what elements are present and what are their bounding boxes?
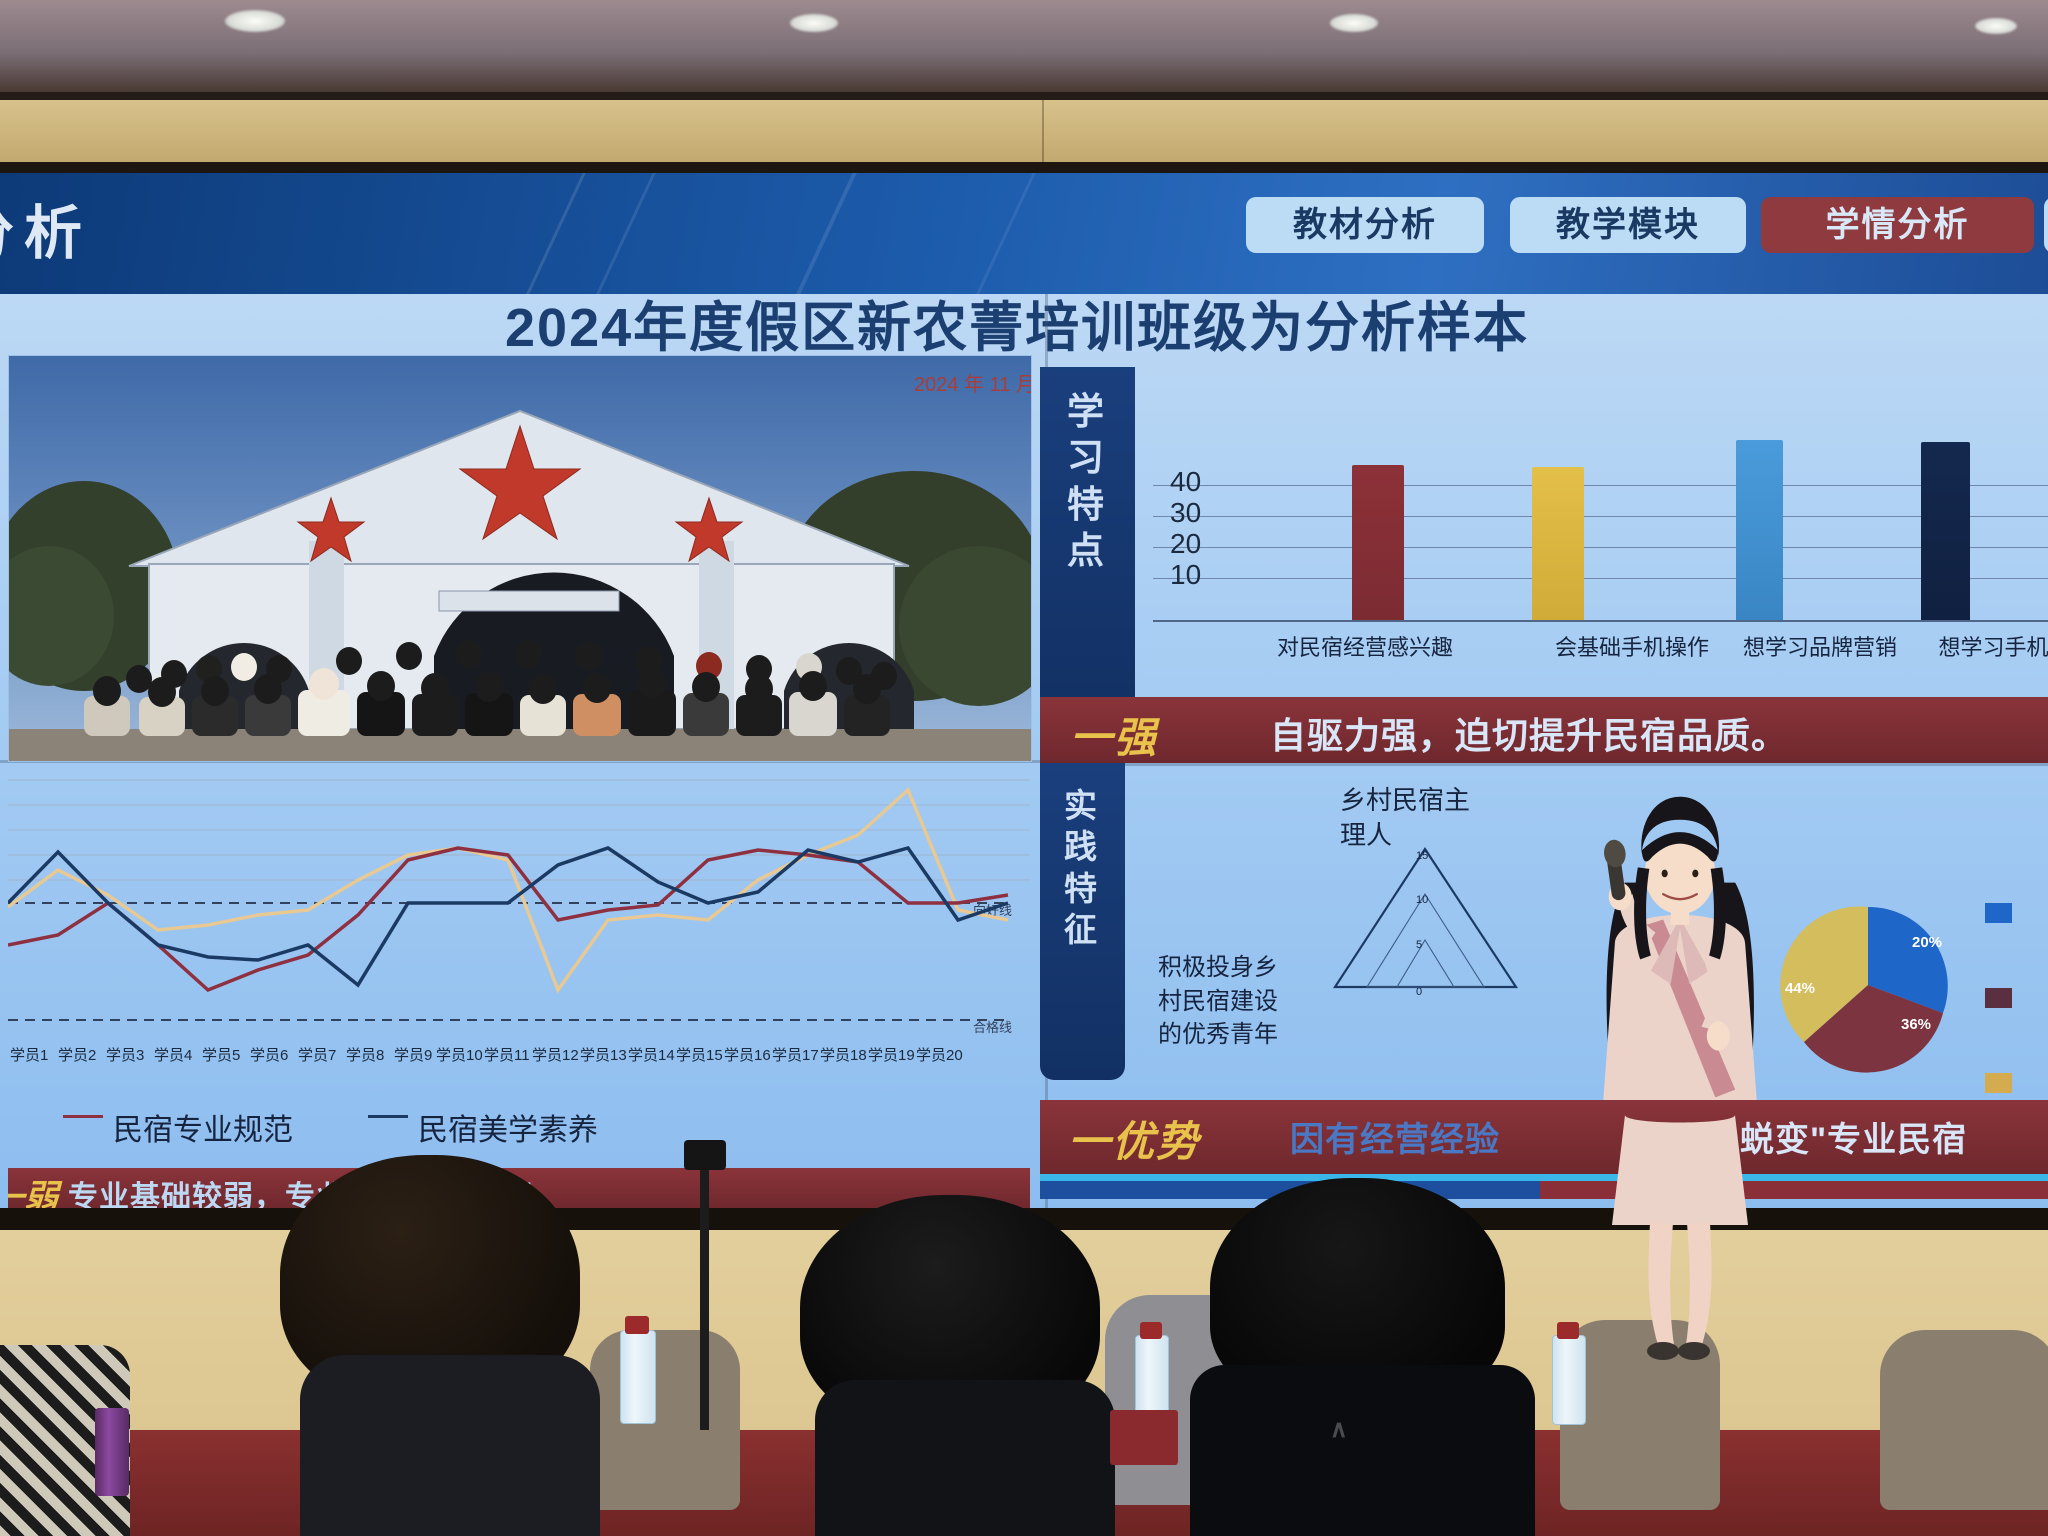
svg-text:学员20: 学员20 <box>916 1047 963 1064</box>
svg-text:15: 15 <box>1416 850 1428 862</box>
svg-text:学员7: 学员7 <box>298 1047 336 1064</box>
svg-text:44%: 44% <box>1785 980 1815 997</box>
svg-text:学员4: 学员4 <box>154 1047 192 1064</box>
svg-text:学员17: 学员17 <box>772 1047 819 1064</box>
svg-text:学员5: 学员5 <box>202 1047 240 1064</box>
svg-text:学员10: 学员10 <box>436 1047 483 1064</box>
svg-text:学员11: 学员11 <box>484 1047 530 1064</box>
svg-text:学员6: 学员6 <box>250 1047 288 1064</box>
svg-text:学员19: 学员19 <box>868 1047 915 1064</box>
svg-text:学员13: 学员13 <box>580 1047 627 1064</box>
svg-text:学员15: 学员15 <box>676 1047 723 1064</box>
svg-text:学员1: 学员1 <box>10 1047 48 1064</box>
svg-text:学员12: 学员12 <box>532 1047 579 1064</box>
svg-text:10: 10 <box>1416 894 1428 906</box>
svg-text:20%: 20% <box>1912 934 1942 951</box>
svg-text:学员14: 学员14 <box>628 1047 675 1064</box>
svg-text:合格线: 合格线 <box>973 1020 1012 1035</box>
svg-text:学员2: 学员2 <box>58 1047 96 1064</box>
svg-text:学员3: 学员3 <box>106 1047 144 1064</box>
svg-text:学员16: 学员16 <box>724 1047 771 1064</box>
svg-text:学员9: 学员9 <box>394 1047 432 1064</box>
svg-text:5: 5 <box>1416 939 1422 951</box>
svg-text:学员8: 学员8 <box>346 1047 384 1064</box>
svg-text:2024 年 11 月: 2024 年 11 月 <box>914 373 1031 396</box>
svg-text:0: 0 <box>1416 986 1422 995</box>
svg-text:学员18: 学员18 <box>820 1047 867 1064</box>
svg-text:36%: 36% <box>1901 1016 1931 1033</box>
